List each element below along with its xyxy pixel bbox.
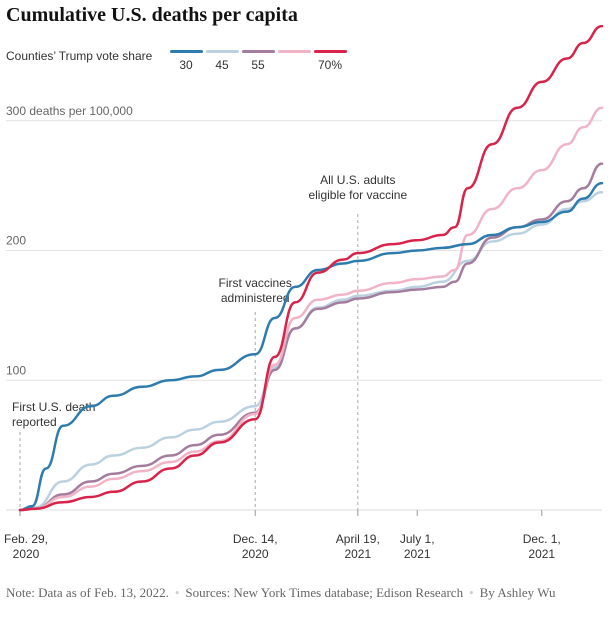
x-tick-line: Dec. 14,	[233, 532, 278, 546]
y-tick-label: 200	[6, 234, 26, 248]
annotation-text: First U.S. death reported	[12, 400, 95, 429]
x-tick-label: Dec. 1, 2021	[523, 532, 561, 561]
annotation-text: All U.S. adults eligible for vaccine	[308, 173, 407, 202]
series-line	[18, 181, 604, 512]
x-tick-line: 2021	[404, 547, 431, 561]
legend: 30 45 55 70%	[168, 50, 348, 72]
x-tick-label: Feb. 29, 2020	[4, 532, 48, 561]
annotation-line-text: First U.S. death	[12, 400, 95, 414]
annotation-line-text: administered	[221, 291, 290, 305]
separator-dot: •	[174, 585, 180, 600]
legend-text: 45	[215, 58, 229, 72]
legend-item: 45	[204, 50, 240, 72]
annotation-line-text: eligible for vaccine	[308, 188, 407, 202]
separator-dot: •	[469, 585, 474, 600]
x-tick-line: 2020	[242, 547, 269, 561]
annotation-line-text: First vaccines	[219, 276, 292, 290]
legend-text: 30	[179, 58, 193, 72]
legend-swatch	[313, 50, 347, 53]
y-tick-label: 100	[6, 363, 26, 377]
annotation-text: First vaccines administered	[219, 276, 292, 305]
line-chart: 100 200 300 deaths per 100,000 First U.S. d…	[4, 24, 604, 561]
series-line	[18, 106, 604, 512]
series-line	[18, 24, 604, 512]
legend-text: 55	[251, 58, 265, 72]
y-tick-label: 300 deaths per 100,000	[6, 104, 133, 118]
x-tick-label: Dec. 14, 2020	[233, 532, 278, 561]
x-tick-line: 2021	[528, 547, 555, 561]
x-tick-line: Dec. 1,	[523, 532, 561, 546]
legend-swatch	[241, 50, 275, 53]
series-line	[18, 190, 604, 512]
x-tick-line: 2021	[344, 547, 371, 561]
chart-title: Cumulative U.S. deaths per capita	[6, 4, 298, 26]
annotation-line-text: reported	[12, 415, 57, 429]
x-tick-label: July 1, 2021	[400, 532, 435, 561]
legend-item	[276, 50, 312, 72]
x-tick-line: April 19,	[336, 532, 380, 546]
x-tick-line: July 1,	[400, 532, 435, 546]
legend-swatch	[277, 50, 311, 53]
annotation-line-text: All U.S. adults	[320, 173, 395, 187]
chart-note: Note: Data as of Feb. 13, 2022. • Sources:…	[6, 583, 596, 602]
legend-swatch	[205, 50, 239, 53]
x-tick-line: 2020	[13, 547, 40, 561]
note-text: Note: Data as of Feb. 13, 2022.	[6, 585, 169, 600]
legend-item: 30	[168, 50, 204, 72]
x-tick-line: Feb. 29,	[4, 532, 48, 546]
legend-label: Counties’ Trump vote share	[6, 49, 153, 63]
legend-item: 70%	[312, 50, 348, 72]
legend-item: 55	[240, 50, 276, 72]
legend-text: 70%	[317, 58, 343, 72]
legend-swatch	[169, 50, 203, 53]
byline-text: By Ashley Wu	[479, 585, 556, 600]
sources-text: Sources: New York Times database; Edison…	[185, 585, 464, 600]
x-tick-label: April 19, 2021	[336, 532, 380, 561]
